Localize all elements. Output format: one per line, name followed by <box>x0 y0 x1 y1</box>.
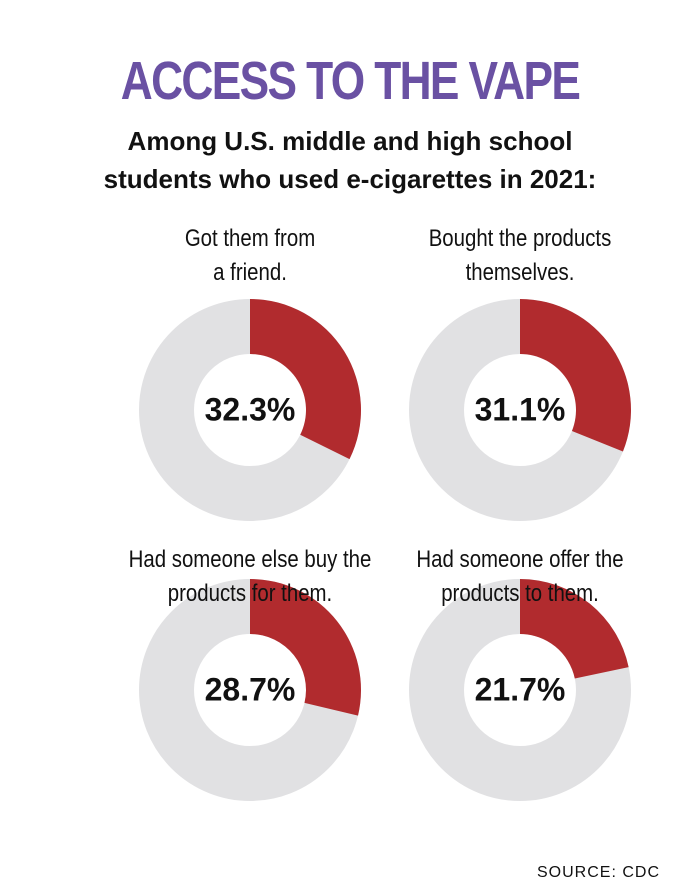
donut-segment <box>250 579 361 716</box>
chart-label: Had someone offer the products to them. <box>416 546 624 607</box>
donut-segment <box>520 299 631 452</box>
value-label: 31.1% <box>475 391 566 427</box>
value-label: 21.7% <box>475 671 566 707</box>
donut-segment <box>250 299 361 460</box>
source: SOURCE: CDC <box>536 864 660 881</box>
title: ACCESS TO THE VAPE <box>120 51 581 111</box>
subtitle: Among U.S. middle and high school studen… <box>103 126 597 194</box>
value-label: 32.3% <box>205 391 296 427</box>
chart-label: Bought the products themselves. <box>428 225 612 286</box>
chart-label: Had someone else buy the products for th… <box>128 546 372 607</box>
donut-segment <box>520 579 629 679</box>
value-label: 28.7% <box>205 671 296 707</box>
chart-label: Got them from a friend. <box>184 225 316 286</box>
